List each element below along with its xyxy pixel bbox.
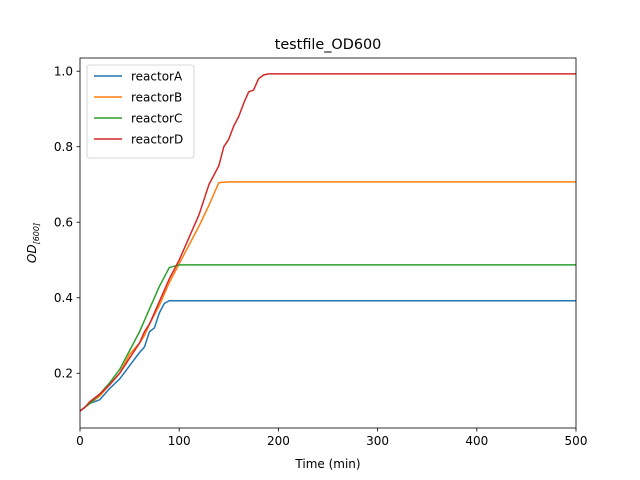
x-tick-label: 200 bbox=[267, 434, 290, 448]
y-tick-label: 0.6 bbox=[54, 216, 73, 230]
legend-label-reactorB: reactorB bbox=[131, 90, 182, 104]
series-line-reactorD bbox=[79, 73, 576, 412]
y-tick-label: 1.0 bbox=[54, 65, 73, 79]
x-tick-label: 0 bbox=[76, 434, 84, 448]
legend-label-reactorC: reactorC bbox=[131, 111, 182, 125]
x-tick-label: 300 bbox=[366, 434, 389, 448]
legend: reactorA reactorB reactorC reactorD bbox=[86, 64, 195, 159]
y-tick-label: 0.4 bbox=[54, 291, 73, 305]
plot-area-frame bbox=[79, 57, 577, 429]
legend-label-reactorD: reactorD bbox=[131, 132, 183, 146]
x-tick-label: 400 bbox=[465, 434, 488, 448]
y-axis-label: OD[600] bbox=[25, 223, 41, 263]
x-tick-label: 500 bbox=[565, 434, 588, 448]
y-tick-label: 0.8 bbox=[54, 140, 73, 154]
y-axis: 0.2 0.4 0.6 0.8 1.0 bbox=[54, 65, 80, 381]
x-axis-label: Time (min) bbox=[294, 457, 360, 471]
y-tick-label: 0.2 bbox=[54, 367, 73, 381]
chart-title: testfile_OD600 bbox=[275, 37, 382, 53]
series-layer bbox=[79, 73, 576, 412]
series-line-reactorA bbox=[79, 300, 576, 412]
y-axis-label-subscript: [600] bbox=[32, 223, 41, 245]
legend-box bbox=[86, 64, 195, 159]
x-tick-label: 100 bbox=[168, 434, 191, 448]
legend-label-reactorA: reactorA bbox=[131, 69, 183, 83]
y-axis-label-main: OD bbox=[25, 244, 39, 263]
x-axis: 0 100 200 300 400 500 bbox=[76, 428, 587, 448]
